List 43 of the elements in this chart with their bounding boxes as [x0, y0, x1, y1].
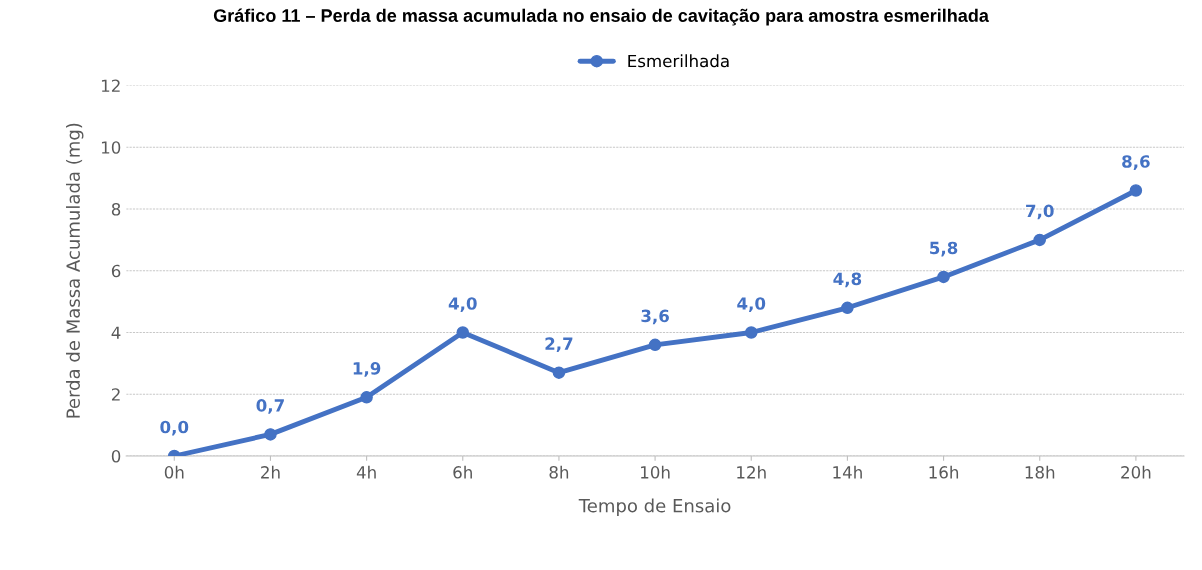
- x-tick-label: 12h: [737, 465, 766, 479]
- point: [1129, 184, 1143, 197]
- y-tick-label: 2: [111, 388, 120, 401]
- point: [841, 301, 854, 315]
- x-tick-label: 8h: [549, 465, 569, 479]
- data-label: 1,9: [353, 362, 381, 377]
- point: [648, 338, 662, 352]
- data-label: 4,0: [737, 297, 766, 312]
- x-tick-label: 16h: [929, 465, 959, 479]
- legend-label: Esmerilhada: [628, 54, 729, 68]
- x-tick-label: 6h: [453, 465, 472, 479]
- data-label: 0,7: [256, 399, 284, 414]
- x-tick-label: 2h: [261, 465, 280, 479]
- x-axis-title: Tempo de Ensaio: [578, 498, 731, 516]
- data-label: 3,6: [641, 309, 669, 325]
- point: [456, 326, 470, 339]
- chart-title: Gráfico 11 – Perda de massa acumulada no ensaio de cavitação para amostra esmerilhada: [213, 8, 990, 26]
- x-tick-label: 20h: [1121, 465, 1151, 479]
- y-tick-label: 12: [101, 79, 120, 92]
- y-axis-title: Perda de Massa Acumulada (mg): [66, 123, 84, 418]
- data-label: 8,6: [1122, 155, 1150, 170]
- y-tick-label: 10: [101, 141, 121, 154]
- x-tick-label: 0h: [164, 465, 184, 479]
- x-tick-label: 18h: [1025, 465, 1055, 479]
- y-tick-label: 8: [111, 202, 121, 216]
- point: [264, 428, 277, 441]
- data-label: 7,0: [1026, 204, 1054, 220]
- point: [937, 270, 950, 284]
- data-label: 5,8: [930, 241, 958, 257]
- point: [552, 366, 566, 379]
- x-tick-label: 14h: [833, 465, 862, 479]
- y-tick-label: 6: [111, 264, 121, 278]
- point: [744, 326, 758, 339]
- x-tick-label: 10h: [641, 465, 670, 479]
- data-label: 4,8: [833, 272, 862, 288]
- data-label: 4,0: [448, 297, 477, 312]
- y-tick-label: 0: [111, 449, 121, 463]
- point: [1033, 233, 1046, 247]
- point: [360, 391, 373, 404]
- x-tick-label: 4h: [356, 465, 376, 479]
- data-label: 0,0: [160, 420, 189, 436]
- data-label: 2,7: [545, 337, 573, 353]
- y-tick-label: 4: [111, 326, 121, 339]
